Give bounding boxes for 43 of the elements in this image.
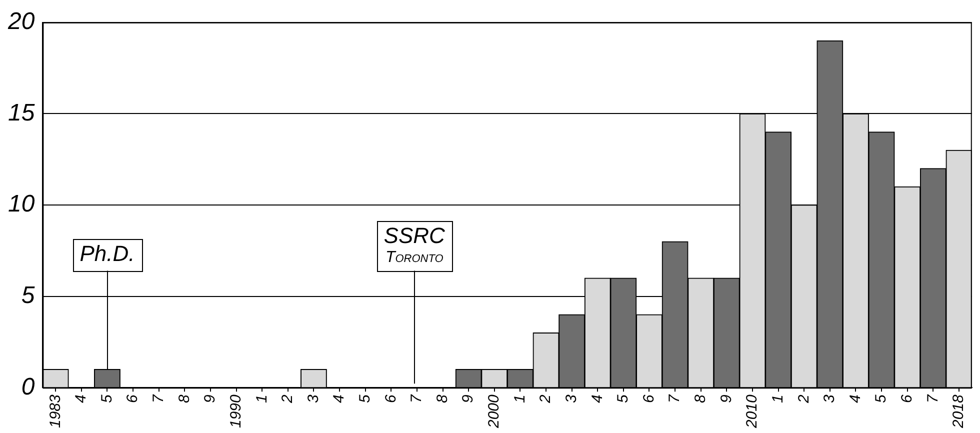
annotation: Ph.D. [80, 240, 135, 266]
y-tick-label: 15 [8, 99, 36, 126]
x-tick-label: 1 [769, 394, 786, 403]
x-tick-label: 6 [898, 394, 916, 403]
x-tick-label: 1990 [227, 394, 244, 428]
x-tick-label: 9 [202, 394, 219, 403]
x-tick-label: 1983 [46, 394, 64, 428]
x-tick-label: 8 [176, 394, 193, 403]
x-tick-label: 2 [795, 394, 812, 404]
x-tick-label: 3 [304, 394, 322, 403]
x-tick-label: 2010 [744, 394, 761, 430]
y-tick-label: 20 [6, 8, 36, 36]
annotation: SSRC Toronto [384, 222, 446, 266]
x-tick-label: 5 [872, 394, 890, 403]
x-tick-label: 7 [924, 394, 942, 403]
x-tick-label: 1 [511, 394, 528, 403]
y-tick-label: 10 [8, 190, 36, 218]
x-tick-label: 6 [640, 394, 658, 403]
x-tick-label: 6 [124, 394, 142, 403]
x-tick-label: 8 [692, 394, 710, 403]
x-tick-label: 9 [460, 394, 477, 403]
x-tick-label: 4 [72, 394, 90, 403]
y-tick-label: 5 [21, 282, 36, 309]
y-tick-label: 0 [21, 373, 36, 400]
x-tick-label: 7 [408, 394, 426, 403]
x-tick-label: 2 [279, 394, 296, 404]
x-tick-label: 6 [382, 394, 400, 403]
x-tick-label: 4 [330, 394, 348, 403]
x-tick-label: 4 [846, 394, 864, 403]
x-tick-label: 2 [537, 394, 554, 404]
x-tick-label: 5 [614, 394, 632, 403]
x-tick-label: 2018 [950, 394, 968, 430]
x-tick-label: 5 [98, 394, 116, 403]
x-tick-label: 2000 [486, 394, 503, 430]
x-tick-label: 7 [666, 394, 684, 403]
x-tick-label: 8 [434, 394, 451, 403]
x-tick-label: 3 [562, 394, 580, 403]
x-tick-label: 9 [718, 394, 735, 403]
x-tick-label: 5 [356, 394, 374, 403]
x-tick-label: 1 [253, 394, 270, 403]
x-tick-label: 4 [588, 394, 606, 403]
x-tick-label: 7 [150, 394, 168, 403]
x-tick-label: 3 [821, 394, 838, 403]
